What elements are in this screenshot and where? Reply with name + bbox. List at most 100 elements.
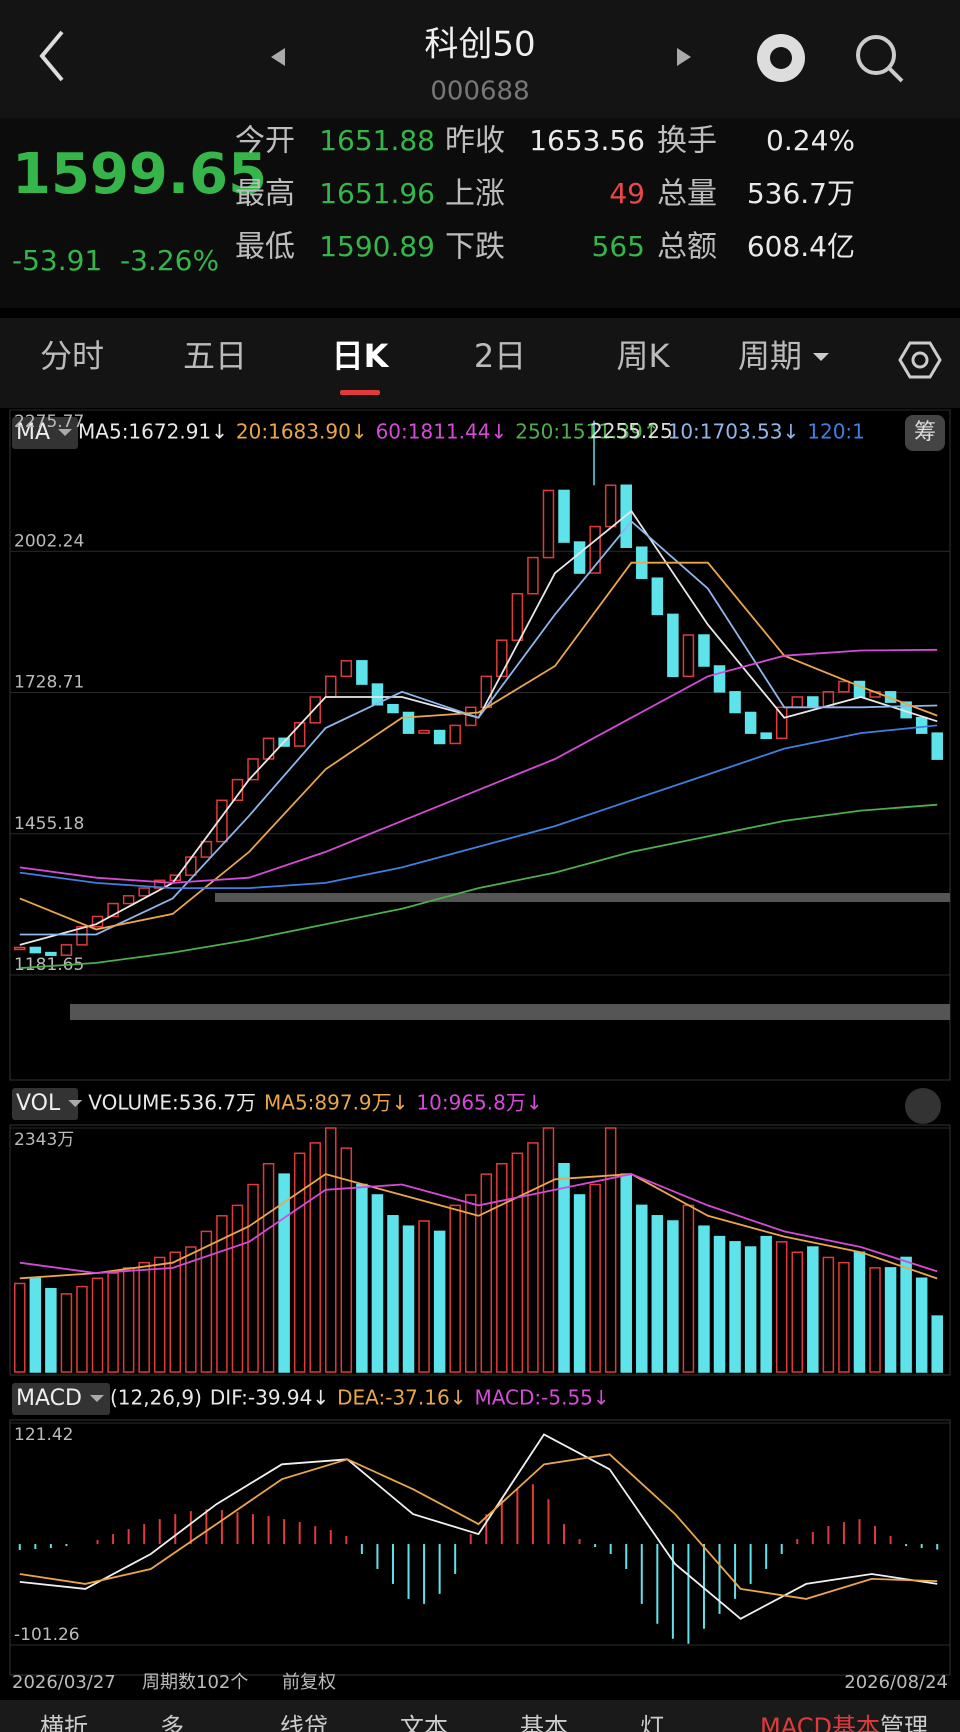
candle xyxy=(542,489,555,559)
candle xyxy=(931,732,943,760)
candle xyxy=(45,951,57,956)
volume-bar xyxy=(449,1204,461,1373)
volume-bar xyxy=(651,1215,664,1373)
stat-value: 565 xyxy=(592,230,645,263)
indicator-value: MA5:897.9万↓ xyxy=(264,1091,408,1115)
stat-value: 1651.88 xyxy=(319,124,435,157)
title: 科创50 xyxy=(424,25,535,65)
candle xyxy=(573,541,586,574)
volume-bar xyxy=(900,1256,912,1373)
volume-bar xyxy=(433,1230,446,1373)
volume-bar xyxy=(853,1251,866,1373)
candle xyxy=(915,716,928,734)
candle xyxy=(604,484,617,528)
indicator-arrow xyxy=(89,1395,104,1402)
volume-bar xyxy=(122,1267,135,1373)
volume-bar xyxy=(60,1293,73,1373)
ma-line xyxy=(19,1173,938,1280)
volume-bar xyxy=(915,1277,928,1373)
volume-bar xyxy=(216,1215,228,1373)
back-button[interactable] xyxy=(39,30,64,82)
indicator-value: DEA:-37.16↓ xyxy=(337,1386,466,1410)
tab[interactable]: 分时 xyxy=(40,337,104,375)
tab[interactable]: 周K xyxy=(617,337,671,375)
tab[interactable]: 2日 xyxy=(474,337,526,375)
ma-line xyxy=(19,803,938,969)
toolbar-item[interactable]: 横折 xyxy=(40,1713,88,1732)
chip-label: 筹 xyxy=(914,420,936,445)
volume-bar xyxy=(402,1225,415,1373)
candle xyxy=(698,634,710,667)
candle xyxy=(449,724,461,745)
toolbar-item[interactable]: 管理 xyxy=(880,1713,928,1732)
toolbar-item[interactable]: MACD基本 xyxy=(760,1713,880,1732)
chip-button[interactable] xyxy=(905,415,945,451)
volume-bar xyxy=(620,1173,632,1373)
volume-bar xyxy=(185,1246,197,1373)
indicator-button[interactable] xyxy=(12,1088,78,1120)
candle xyxy=(29,946,42,954)
stats: 今开 1651.88 昨收 1653.56 换手 0.24% 最高 1651.96 上涨 49 总量… xyxy=(235,124,855,265)
candle xyxy=(107,902,119,918)
tab[interactable]: 周期 xyxy=(738,337,802,375)
volume-bar xyxy=(356,1183,368,1373)
tab-underline xyxy=(340,390,380,395)
candle xyxy=(387,703,399,714)
volume-bar xyxy=(480,1173,493,1373)
y-tick-label: -101.26 xyxy=(14,1625,80,1645)
toolbar-item[interactable]: 灯 xyxy=(640,1713,664,1732)
candle xyxy=(433,729,446,745)
candle xyxy=(340,660,353,678)
toolbar-item[interactable]: 基本 xyxy=(520,1713,568,1732)
indicator-arrow xyxy=(58,429,73,436)
ma-line xyxy=(19,520,938,936)
candle xyxy=(651,577,664,616)
search-icon[interactable] xyxy=(856,35,896,75)
dropdown-arrow xyxy=(813,353,829,361)
indicator-value: VOLUME:536.7万 xyxy=(88,1091,256,1115)
stat-label: 今开 xyxy=(235,124,295,159)
expand-button[interactable] xyxy=(905,1088,941,1124)
candle xyxy=(729,691,741,714)
candle xyxy=(356,660,368,685)
volume-bar xyxy=(387,1215,399,1373)
volume-bar xyxy=(667,1220,679,1373)
volume-bar xyxy=(558,1162,570,1373)
price-frame xyxy=(9,409,951,1081)
period-count: 周期数102个 xyxy=(142,1672,248,1693)
indicator-button[interactable] xyxy=(12,417,78,449)
volume-bar xyxy=(14,1282,26,1373)
tab[interactable]: 五日 xyxy=(183,337,247,375)
next-button[interactable] xyxy=(677,48,691,66)
indicator-button[interactable] xyxy=(12,1383,110,1415)
prev-button[interactable] xyxy=(271,48,285,66)
settings-icon[interactable] xyxy=(898,341,942,379)
candle xyxy=(744,711,757,734)
volume-bar xyxy=(838,1261,850,1373)
candle xyxy=(309,696,321,724)
volume-frame xyxy=(9,1124,951,1376)
candle xyxy=(14,946,26,951)
stat-label: 下跌 xyxy=(445,230,505,265)
stat-label: 最低 xyxy=(235,230,295,265)
volume-bar xyxy=(340,1147,353,1373)
toolbar-item[interactable]: 文本 xyxy=(400,1713,448,1732)
tab[interactable]: 日K xyxy=(332,337,390,375)
y-tick-label: 2343万 xyxy=(14,1130,74,1150)
candle xyxy=(418,729,430,734)
ma-line xyxy=(19,648,938,884)
ma-line xyxy=(19,1173,938,1275)
settings-dot xyxy=(911,351,929,369)
ma-line xyxy=(19,724,938,889)
date-start: 2026/03/27 xyxy=(12,1672,116,1693)
candle xyxy=(713,665,726,693)
change-pct: -3.26% xyxy=(120,244,219,277)
volume-bar xyxy=(698,1225,710,1373)
volume-bar xyxy=(29,1277,42,1373)
toolbar-item[interactable]: 多 xyxy=(160,1713,184,1732)
robot-eye xyxy=(770,47,792,69)
tab-bar xyxy=(0,318,960,408)
toolbar-item[interactable]: 线贷 xyxy=(280,1713,328,1732)
volume-bar xyxy=(573,1194,586,1373)
